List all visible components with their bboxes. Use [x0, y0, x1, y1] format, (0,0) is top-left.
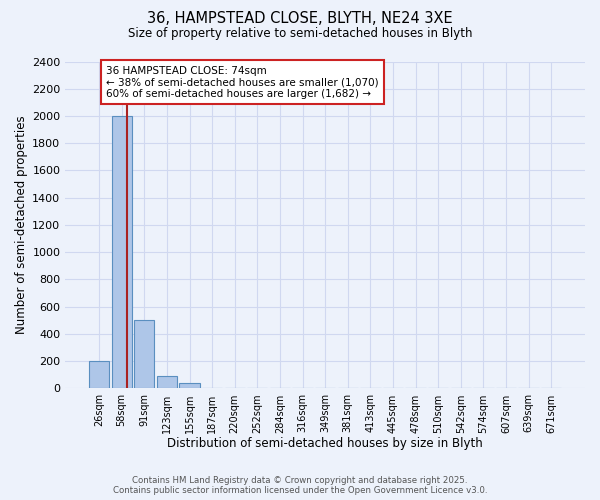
Bar: [112, 116, 132, 388]
Bar: [134, 320, 154, 388]
Text: 36, HAMPSTEAD CLOSE, BLYTH, NE24 3XE: 36, HAMPSTEAD CLOSE, BLYTH, NE24 3XE: [147, 11, 453, 26]
Bar: [89, 361, 109, 388]
Text: Contains HM Land Registry data © Crown copyright and database right 2025.
Contai: Contains HM Land Registry data © Crown c…: [113, 476, 487, 495]
Text: Size of property relative to semi-detached houses in Blyth: Size of property relative to semi-detach…: [128, 28, 472, 40]
Y-axis label: Number of semi-detached properties: Number of semi-detached properties: [15, 116, 28, 334]
Bar: [157, 376, 177, 388]
Text: 36 HAMPSTEAD CLOSE: 74sqm
← 38% of semi-detached houses are smaller (1,070)
60% : 36 HAMPSTEAD CLOSE: 74sqm ← 38% of semi-…: [106, 66, 379, 99]
Bar: [179, 383, 200, 388]
X-axis label: Distribution of semi-detached houses by size in Blyth: Distribution of semi-detached houses by …: [167, 437, 483, 450]
